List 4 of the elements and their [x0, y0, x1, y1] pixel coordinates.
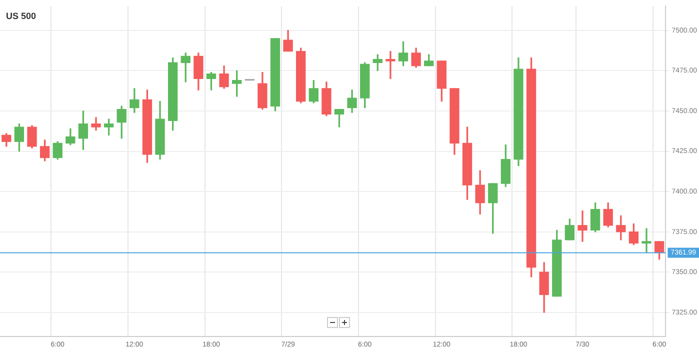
text: US 500	[6, 11, 36, 22]
candlestick	[386, 51, 396, 80]
candlestick	[578, 210, 588, 242]
candlestick	[642, 228, 652, 254]
